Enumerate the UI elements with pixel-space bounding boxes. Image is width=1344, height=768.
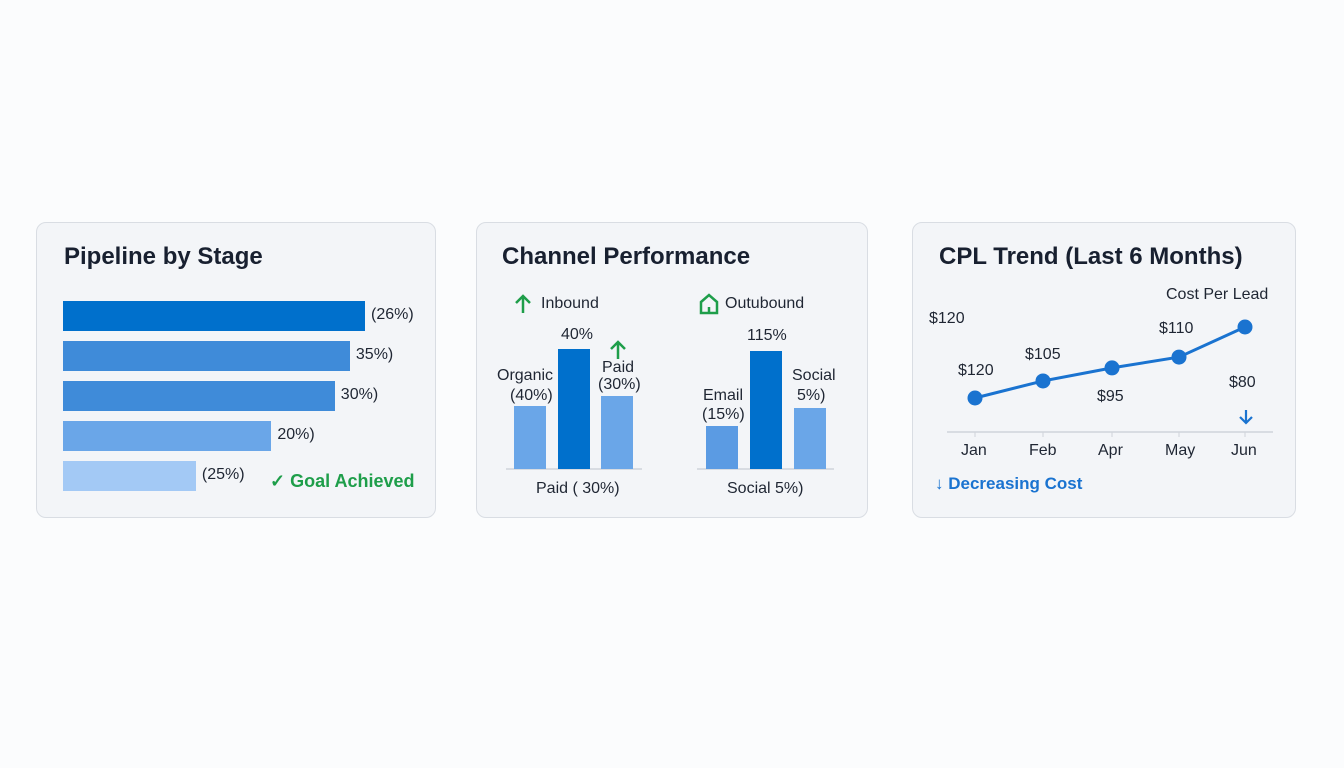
data-point	[967, 390, 983, 406]
arrow-down-icon	[1239, 410, 1253, 425]
x-tick-label: Apr	[1098, 442, 1123, 459]
social-pct: 5%)	[797, 387, 826, 404]
pipeline-bar	[63, 301, 365, 331]
inbound-label: Inbound	[541, 295, 599, 312]
paid-pct: (30%)	[598, 376, 641, 393]
channel-title: Channel Performance	[502, 243, 751, 270]
decreasing-cost: ↓ Decreasing Cost	[935, 474, 1082, 494]
point-label: $80	[1229, 374, 1256, 391]
social-label: Social	[792, 367, 836, 384]
inbound-bar	[558, 349, 590, 469]
cpl-title: CPL Trend (Last 6 Months)	[939, 243, 1243, 270]
outbound-bar	[706, 426, 738, 469]
data-point	[1171, 349, 1187, 365]
x-tick-label: Jan	[961, 442, 987, 459]
pipeline-bar-label: (26%)	[371, 306, 414, 323]
footer-label: Decreasing Cost	[948, 474, 1083, 493]
email-label: Email	[703, 387, 744, 404]
pipeline-bar	[63, 461, 196, 491]
outbound-bar	[750, 351, 782, 469]
data-point	[1237, 319, 1253, 335]
outbound-bar	[794, 408, 826, 469]
extra-price-label: $120	[929, 310, 965, 327]
point-label: $120	[958, 362, 994, 379]
point-label: $95	[1097, 388, 1124, 405]
x-tick-label: May	[1165, 442, 1196, 459]
pipeline-bar-label: 35%)	[355, 346, 394, 363]
data-point	[1104, 360, 1120, 376]
channel-card: Channel Performance Inbound Outubound Or…	[476, 222, 868, 518]
paid-label: Paid	[602, 359, 635, 376]
arrow-down-icon: ↓	[935, 474, 944, 493]
legend-label: Cost Per Lead	[1166, 286, 1269, 303]
goal-achieved: ✓ Goal Achieved	[270, 471, 414, 492]
inbound-bar	[514, 406, 546, 469]
pipeline-bar	[63, 341, 350, 371]
organic-label: Organic	[497, 367, 554, 384]
arrow-up-icon	[610, 340, 626, 359]
email-pct: (15%)	[702, 406, 745, 423]
pipeline-bar-label: 20%)	[277, 426, 315, 443]
pipeline-bar	[63, 421, 272, 451]
pipeline-title: Pipeline by Stage	[64, 243, 263, 270]
point-label: $105	[1025, 346, 1061, 363]
outbound-top-label: 115%	[747, 327, 787, 344]
check-icon: ✓	[270, 471, 286, 491]
pipeline-card: Pipeline by Stage (26%) 35%) 30%) 20%) (25%)…	[36, 222, 436, 518]
goal-label: Goal Achieved	[290, 471, 415, 491]
inbound-bottom-label: Paid ( 30%)	[536, 480, 620, 497]
x-tick-label: Feb	[1029, 442, 1057, 459]
organic-pct: (40%)	[510, 387, 553, 404]
pipeline-bar	[63, 381, 335, 411]
inbound-top-label: 40%	[561, 326, 594, 343]
house-icon	[699, 293, 719, 315]
channel-icons	[506, 293, 834, 470]
data-point	[1035, 373, 1051, 389]
cpl-line-chart	[947, 319, 1273, 437]
x-tick-label: Jun	[1231, 442, 1257, 459]
point-label: $110	[1159, 320, 1194, 337]
pipeline-bar-label: 30%)	[340, 386, 379, 403]
arrow-up-icon	[515, 294, 531, 313]
inbound-bar	[601, 396, 633, 469]
outbound-label: Outubound	[725, 295, 805, 312]
outbound-bottom-label: Social 5%)	[727, 480, 804, 497]
pipeline-bar-label: (25%)	[201, 466, 245, 483]
cpl-card: CPL Trend (Last 6 Months) Cost Per Lead …	[912, 222, 1296, 518]
